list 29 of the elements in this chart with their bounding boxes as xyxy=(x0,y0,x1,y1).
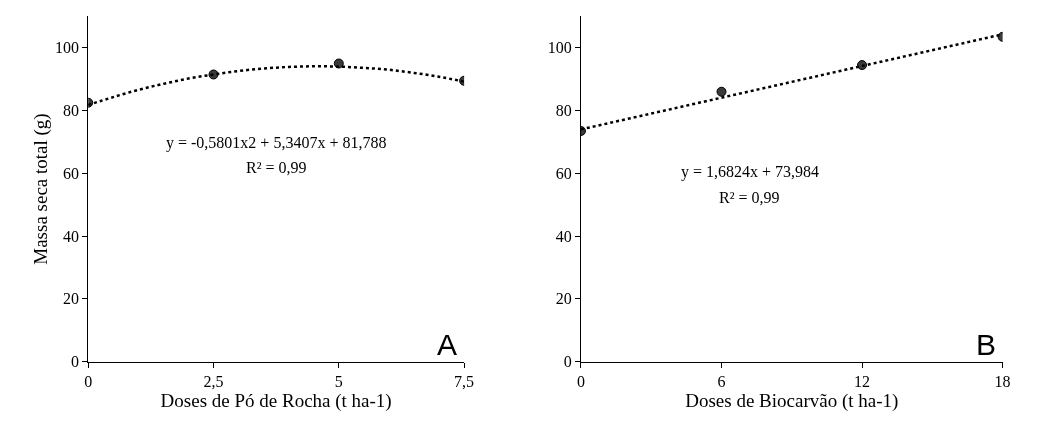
x-tick-label: 5 xyxy=(334,372,343,390)
x-axis-title: Doses de Biocarvão (t ha-1) xyxy=(685,389,899,412)
y-tick-label: 40 xyxy=(63,227,79,245)
x-tick-label: 0 xyxy=(576,372,585,390)
y-tick-label: 60 xyxy=(63,164,79,182)
y-tick-label: 80 xyxy=(555,102,572,120)
x-tick-label: 0 xyxy=(84,372,93,390)
y-tick-label: 0 xyxy=(71,353,79,371)
annotation: y = 1,6824x + 73,984 xyxy=(681,163,820,181)
annotation: R² = 0,99 xyxy=(246,159,307,176)
y-tick-label: 100 xyxy=(547,39,572,57)
y-tick-label: 80 xyxy=(63,102,79,120)
annotation: R² = 0,99 xyxy=(719,189,780,206)
x-tick-label: 7,5 xyxy=(454,372,475,390)
annotation: A xyxy=(437,328,458,361)
x-tick-label: 12 xyxy=(854,372,871,390)
annotation: B xyxy=(976,328,997,361)
x-axis-title: Doses de Pó de Rocha (t ha-1) xyxy=(160,389,392,412)
x-tick-label: 18 xyxy=(994,372,1011,390)
y-axis-title: Massa seca total (g) xyxy=(29,113,52,265)
y-tick-label: 0 xyxy=(563,353,572,371)
y-tick-label: 20 xyxy=(555,290,572,308)
y-tick-label: 100 xyxy=(55,39,79,57)
y-tick-label: 20 xyxy=(63,290,79,308)
annotation: y = -0,5801x2 + 5,3407x + 81,788 xyxy=(166,134,387,152)
x-tick-label: 6 xyxy=(717,372,726,390)
x-tick-label: 2,5 xyxy=(203,372,224,390)
y-tick-label: 40 xyxy=(555,227,572,245)
y-tick-label: 60 xyxy=(555,164,572,182)
